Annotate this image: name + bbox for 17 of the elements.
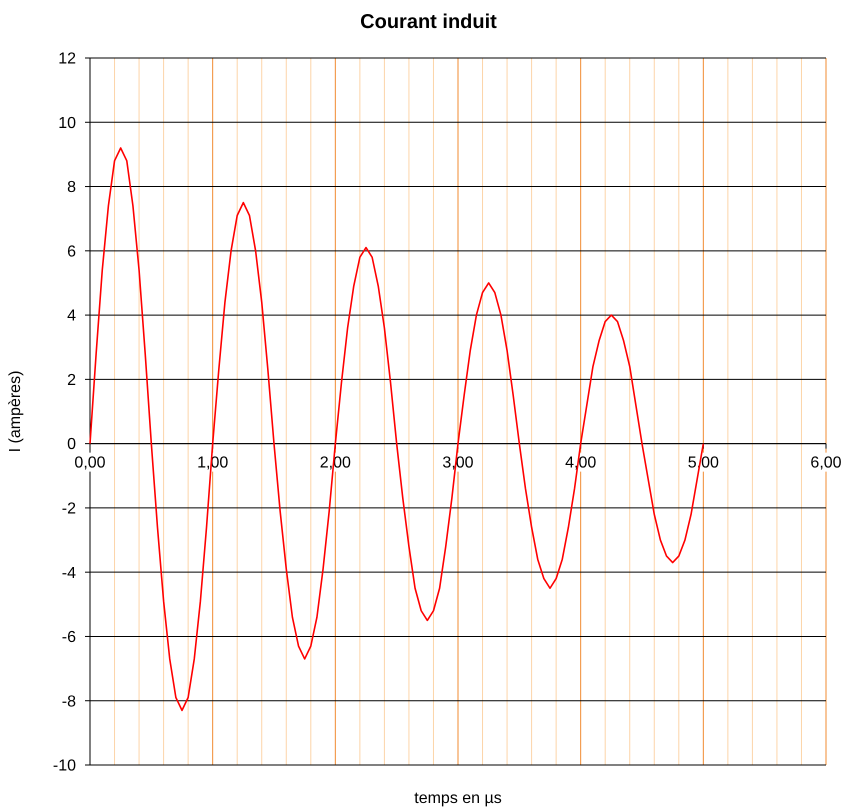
y-tick-label: 4: [67, 308, 76, 325]
y-tick-label: 6: [67, 243, 76, 260]
y-tick-label: -8: [62, 693, 76, 710]
y-tick-label: 12: [58, 50, 76, 68]
y-tick-label: 8: [67, 179, 76, 196]
y-tick-label: -10: [52, 758, 76, 775]
x-tick-label: 0,00: [74, 454, 106, 472]
x-tick-label: 6,00: [810, 454, 842, 472]
y-tick-label: -4: [62, 564, 76, 582]
y-axis-title: I (ampères): [7, 370, 24, 452]
y-tick-label: 2: [67, 372, 76, 389]
y-tick-label: 0: [67, 436, 76, 454]
x-axis-title: temps en µs: [414, 790, 502, 807]
y-tick-label: -6: [62, 629, 76, 646]
y-tick-label: 10: [58, 114, 76, 132]
y-tick-label: -2: [62, 500, 76, 518]
chart-title: Courant induit: [360, 11, 498, 33]
